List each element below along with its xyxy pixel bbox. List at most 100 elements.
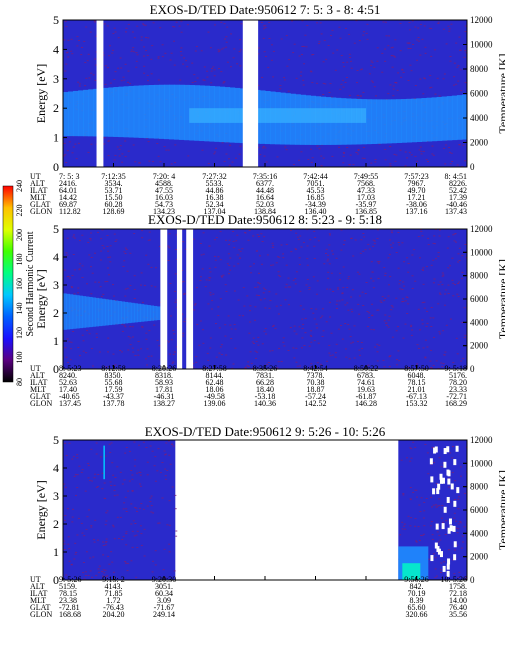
- table-cell: -61.87: [356, 392, 377, 401]
- table-cell: 71.85: [105, 589, 123, 598]
- table-cell: 64.01: [59, 186, 77, 195]
- table-cell: 9:13: 2: [102, 575, 124, 584]
- table-cell: 136.40: [305, 207, 327, 216]
- y-axis-label: Energy [eV]: [34, 269, 48, 328]
- y2-tick-label: 0: [470, 162, 475, 172]
- table-row-label: UT: [30, 575, 41, 584]
- table-row-label: MLT: [30, 596, 46, 605]
- table-cell: 44.48: [256, 186, 274, 195]
- table-cell: -40.46: [446, 200, 467, 209]
- table-cell: -43.37: [103, 392, 124, 401]
- table-cell: 4143.: [105, 582, 123, 591]
- colorbar: 80 100 120 140 160 180 200 220 240 Second Harmoni…: [2, 180, 36, 386]
- table-row-label: GLAT: [30, 603, 51, 612]
- plot-area: [63, 20, 467, 167]
- panel-3: EXOS-D/TED Date:950612 9: 5:26 - 10: 5:2…: [30, 424, 505, 619]
- table-cell: 16.03: [155, 193, 173, 202]
- table-cell: 8:12:58: [101, 364, 125, 373]
- table-cell: 112.82: [59, 207, 81, 216]
- table-cell: 249.14: [153, 610, 175, 619]
- table-cell: -40.65: [59, 392, 80, 401]
- table-row-label: ALT: [30, 371, 45, 380]
- table-cell: 52.34: [206, 200, 224, 209]
- table-cell: 10: 5:26: [441, 575, 467, 584]
- table-cell: 23.33: [449, 385, 467, 394]
- table-cell: 320.66: [406, 610, 428, 619]
- table-cell: 5533.: [206, 179, 224, 188]
- table-cell: 6783.: [357, 371, 375, 380]
- y-tick-label: 0: [53, 573, 59, 587]
- table-cell: 45.53: [307, 186, 325, 195]
- table-cell: 16.85: [307, 193, 325, 202]
- table-cell: 137.78: [103, 399, 125, 408]
- table-cell: 140.36: [254, 399, 276, 408]
- table-cell: 4588.: [155, 179, 173, 188]
- y2-tick-label: 4000: [470, 528, 489, 538]
- orbit-table: UT 7: 5: 3 7:12:35 7:20: 4 7:27:32 7:35:16 7:4…: [30, 172, 467, 216]
- table-cell: 168.68: [59, 610, 81, 619]
- orbit-table: UT 8: 5:23 8:12:58 8:20:26 8:27:58 8:35:26 8:4…: [30, 364, 467, 408]
- table-cell: -72.81: [59, 603, 80, 612]
- table-cell: 17.81: [155, 385, 173, 394]
- table-cell: 9: 5:26: [59, 575, 81, 584]
- table-cell: 8144.: [206, 371, 224, 380]
- table-cell: 18.40: [256, 385, 274, 394]
- table-cell: 47.33: [357, 186, 375, 195]
- signal-band: [63, 84, 467, 145]
- table-cell: 137.43: [445, 207, 467, 216]
- table-cell: 1758.: [449, 582, 467, 591]
- y-tick-label: 3: [53, 489, 59, 503]
- y-axis-label: Energy [eV]: [34, 480, 48, 539]
- table-cell: 6048.: [408, 371, 426, 380]
- table-row-label: ALT: [30, 582, 45, 591]
- table-cell: 153.32: [406, 399, 428, 408]
- table-cell: -46.31: [154, 392, 175, 401]
- y-tick-label: 4: [53, 250, 59, 264]
- y2-tick-label: 2000: [470, 138, 489, 148]
- plot-area: [63, 440, 467, 580]
- table-cell: 7967.: [408, 179, 426, 188]
- y2-tick-label: 6000: [470, 89, 489, 99]
- panel-title: EXOS-D/TED Date:950612 9: 5:26 - 10: 5:2…: [145, 424, 386, 439]
- colorbar-label: Second Harmonic Current: [25, 231, 36, 336]
- table-row-label: GLON: [30, 207, 52, 216]
- table-cell: 16.64: [256, 193, 274, 202]
- data-gap: [96, 20, 104, 167]
- y2-tick-label: 10000: [470, 40, 493, 50]
- table-cell: 8:50:22: [354, 364, 378, 373]
- table-cell: 1.72: [107, 596, 121, 605]
- table-cell: 128.69: [103, 207, 125, 216]
- data-gap: [176, 229, 183, 369]
- table-cell: 9: 5:18: [445, 364, 467, 373]
- y-tick-label: 1: [53, 545, 59, 559]
- table-cell: 8226.: [449, 179, 467, 188]
- plot-area: [63, 229, 467, 369]
- table-cell: 7:35:16: [253, 172, 277, 181]
- table-cell: 76.40: [449, 603, 467, 612]
- y-tick-label: 1: [53, 334, 59, 348]
- table-cell: -34.39: [305, 200, 326, 209]
- table-cell: -38.06: [406, 200, 427, 209]
- table-cell: 7: 5: 3: [59, 172, 79, 181]
- table-row-label: GLAT: [30, 200, 51, 209]
- y2-tick-label: 12000: [470, 224, 493, 234]
- table-cell: 55.68: [105, 378, 123, 387]
- table-row-label: ALT: [30, 179, 45, 188]
- colorbar-tick-label: 120: [15, 327, 24, 339]
- table-cell: 9:20:30: [152, 575, 176, 584]
- panel-title: EXOS-D/TED Date:950612 7: 5: 3 - 8: 4:51: [150, 2, 381, 17]
- table-cell: 17.40: [59, 385, 77, 394]
- table-cell: 7:20: 4: [153, 172, 175, 181]
- table-cell: 78.20: [449, 378, 467, 387]
- colorbar-tick-label: 160: [15, 278, 24, 290]
- table-cell: 138.27: [153, 399, 175, 408]
- table-row-label: GLON: [30, 399, 52, 408]
- table-cell: 7:27:32: [202, 172, 226, 181]
- y-tick-label: 3: [53, 72, 59, 86]
- y2-tick-label: 2000: [470, 552, 489, 562]
- table-cell: 70.19: [408, 589, 426, 598]
- data-gap: [186, 229, 194, 369]
- signal-band: [103, 445, 460, 580]
- table-row-label: GLAT: [30, 392, 51, 401]
